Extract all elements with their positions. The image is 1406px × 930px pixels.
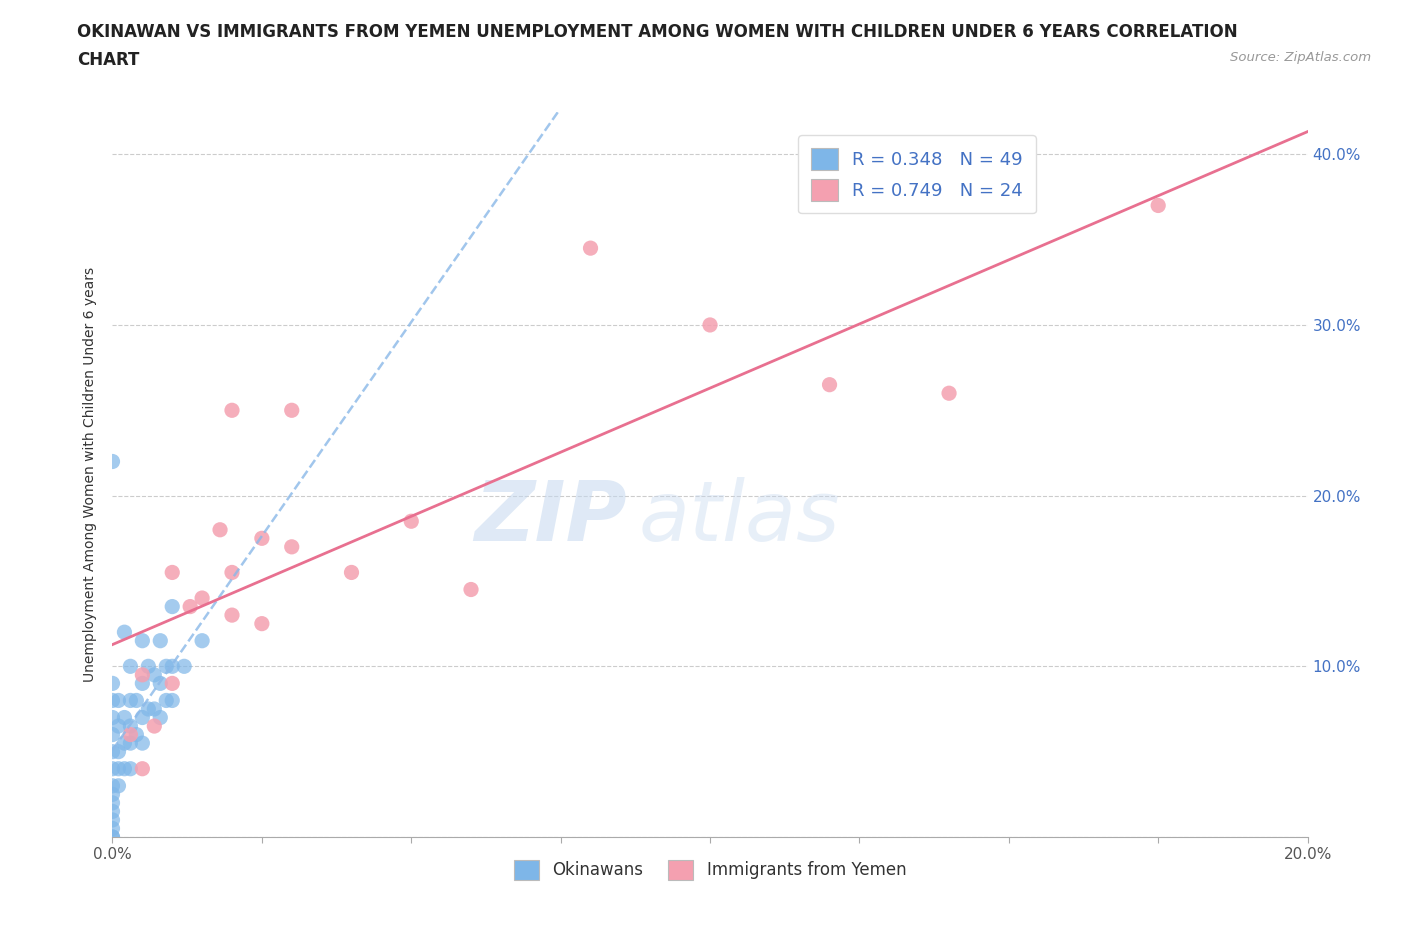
Point — [149, 676, 172, 691]
Point — [131, 762, 153, 777]
Point — [209, 523, 232, 538]
Point — [131, 676, 153, 691]
Point — [107, 744, 129, 759]
Point — [143, 668, 166, 683]
Point — [131, 736, 153, 751]
Text: atlas: atlas — [638, 477, 839, 558]
Point — [131, 668, 153, 683]
Point — [101, 693, 124, 708]
Point — [401, 513, 423, 528]
Point — [149, 633, 172, 648]
Point — [281, 539, 304, 554]
Point — [162, 599, 183, 614]
Point — [221, 607, 243, 622]
Point — [101, 778, 124, 793]
Point — [162, 658, 183, 673]
Point — [579, 241, 602, 256]
Point — [114, 625, 135, 640]
Point — [143, 719, 166, 734]
Point — [120, 736, 142, 751]
Point — [1147, 198, 1170, 213]
Point — [101, 795, 124, 810]
Point — [114, 711, 135, 725]
Point — [101, 711, 124, 725]
Point — [120, 719, 142, 734]
Point — [101, 830, 124, 844]
Point — [143, 701, 166, 716]
Point — [101, 830, 124, 844]
Point — [107, 719, 129, 734]
Point — [101, 787, 124, 802]
Point — [250, 531, 273, 546]
Point — [114, 736, 135, 751]
Text: OKINAWAN VS IMMIGRANTS FROM YEMEN UNEMPLOYMENT AMONG WOMEN WITH CHILDREN UNDER 6: OKINAWAN VS IMMIGRANTS FROM YEMEN UNEMPL… — [77, 23, 1237, 41]
Point — [107, 778, 129, 793]
Point — [101, 676, 124, 691]
Point — [107, 762, 129, 777]
Text: CHART: CHART — [77, 51, 139, 69]
Point — [101, 762, 124, 777]
Point — [938, 386, 960, 401]
Point — [107, 693, 129, 708]
Point — [191, 591, 214, 605]
Point — [179, 599, 201, 614]
Point — [221, 565, 243, 580]
Point — [460, 582, 482, 597]
Point — [120, 727, 142, 742]
Point — [101, 454, 124, 469]
Point — [101, 804, 124, 818]
Point — [162, 565, 183, 580]
Point — [114, 762, 135, 777]
Point — [101, 727, 124, 742]
Text: ZIP: ZIP — [474, 477, 627, 558]
Point — [221, 403, 243, 418]
Point — [125, 693, 148, 708]
Point — [250, 617, 273, 631]
Point — [155, 658, 177, 673]
Point — [818, 378, 841, 392]
Point — [162, 693, 183, 708]
Point — [101, 821, 124, 836]
Point — [120, 658, 142, 673]
Point — [281, 403, 304, 418]
Point — [162, 676, 183, 691]
Point — [149, 711, 172, 725]
Point — [155, 693, 177, 708]
Y-axis label: Unemployment Among Women with Children Under 6 years: Unemployment Among Women with Children U… — [83, 267, 97, 682]
Legend: Okinawans, Immigrants from Yemen: Okinawans, Immigrants from Yemen — [508, 853, 912, 886]
Point — [120, 693, 142, 708]
Point — [191, 633, 214, 648]
Point — [173, 658, 195, 673]
Point — [340, 565, 363, 580]
Point — [131, 633, 153, 648]
Point — [101, 813, 124, 828]
Point — [699, 317, 721, 332]
Point — [138, 701, 160, 716]
Point — [120, 762, 142, 777]
Point — [138, 658, 160, 673]
Point — [125, 727, 148, 742]
Text: Source: ZipAtlas.com: Source: ZipAtlas.com — [1230, 51, 1371, 64]
Point — [131, 711, 153, 725]
Point — [101, 744, 124, 759]
